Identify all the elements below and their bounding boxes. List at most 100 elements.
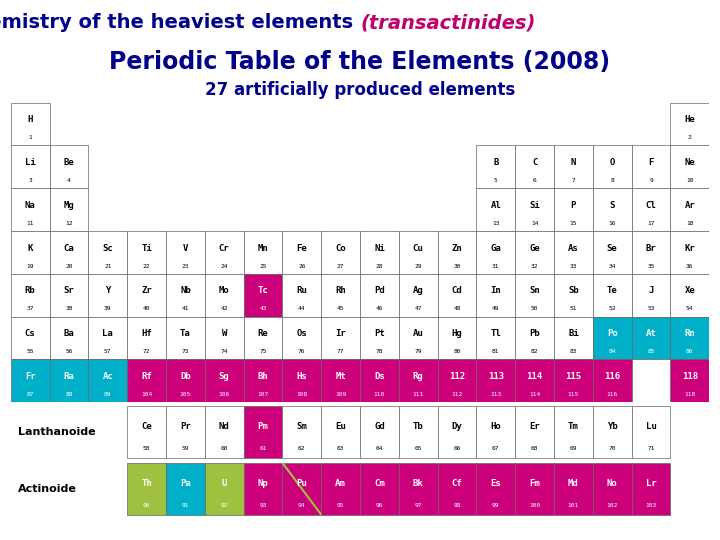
Text: 97: 97: [415, 503, 422, 508]
Text: Ho: Ho: [490, 422, 501, 431]
Text: Cr: Cr: [219, 244, 230, 253]
Text: 72: 72: [143, 349, 150, 354]
Bar: [554, 145, 593, 188]
Bar: [477, 231, 516, 274]
Bar: [554, 360, 593, 402]
Text: Sr: Sr: [63, 287, 74, 295]
Text: Ra: Ra: [63, 372, 74, 381]
Text: Ba: Ba: [63, 329, 74, 338]
Text: 89: 89: [104, 392, 112, 397]
Text: 23: 23: [181, 264, 189, 269]
Text: 7: 7: [572, 178, 575, 183]
Text: 41: 41: [181, 307, 189, 312]
Text: 5: 5: [494, 178, 498, 183]
Text: Ne: Ne: [685, 158, 696, 167]
Bar: [438, 360, 477, 402]
Bar: [89, 360, 127, 402]
Bar: [282, 463, 321, 515]
Bar: [50, 145, 89, 188]
Bar: [631, 274, 670, 316]
Text: 63: 63: [337, 446, 344, 451]
Bar: [50, 316, 89, 360]
Text: Eu: Eu: [336, 422, 346, 431]
Bar: [89, 274, 127, 316]
Bar: [282, 231, 321, 274]
Text: Be: Be: [63, 158, 74, 167]
Bar: [360, 463, 399, 515]
Text: 33: 33: [570, 264, 577, 269]
Text: 39: 39: [104, 307, 112, 312]
Text: Ru: Ru: [297, 287, 307, 295]
Bar: [50, 188, 89, 231]
Bar: [438, 406, 477, 458]
Bar: [89, 316, 127, 360]
Text: 101: 101: [568, 503, 579, 508]
Text: 4: 4: [67, 178, 71, 183]
Text: N: N: [571, 158, 576, 167]
Bar: [670, 103, 709, 145]
Bar: [11, 188, 50, 231]
Text: 46: 46: [376, 307, 383, 312]
Text: Mg: Mg: [63, 201, 74, 210]
Bar: [399, 231, 438, 274]
Text: 88: 88: [66, 392, 73, 397]
Text: Cf: Cf: [451, 479, 462, 488]
Text: 10: 10: [686, 178, 693, 183]
Text: Ce: Ce: [141, 422, 152, 431]
Bar: [399, 316, 438, 360]
Text: Co: Co: [336, 244, 346, 253]
Bar: [282, 316, 321, 360]
Text: 30: 30: [454, 264, 461, 269]
Text: Bh: Bh: [258, 372, 269, 381]
Text: 100: 100: [529, 503, 540, 508]
Text: 81: 81: [492, 349, 500, 354]
Text: S: S: [610, 201, 615, 210]
Text: 16: 16: [608, 221, 616, 226]
Text: 52: 52: [608, 307, 616, 312]
Text: 114: 114: [526, 372, 543, 381]
Text: K: K: [27, 244, 33, 253]
Bar: [11, 231, 50, 274]
Text: Bi: Bi: [568, 329, 579, 338]
Text: Nd: Nd: [219, 422, 230, 431]
Text: 105: 105: [180, 392, 191, 397]
Text: 3: 3: [28, 178, 32, 183]
Text: Es: Es: [490, 479, 501, 488]
Text: Br: Br: [646, 244, 657, 253]
Bar: [166, 274, 204, 316]
Text: Rf: Rf: [141, 372, 152, 381]
Bar: [282, 406, 321, 458]
Bar: [243, 463, 282, 515]
Text: 113: 113: [490, 392, 501, 397]
Text: Ar: Ar: [685, 201, 696, 210]
Text: Rh: Rh: [336, 287, 346, 295]
Text: F: F: [648, 158, 654, 167]
Text: Ag: Ag: [413, 287, 423, 295]
Bar: [670, 188, 709, 231]
Text: 113: 113: [487, 372, 504, 381]
Bar: [127, 231, 166, 274]
Bar: [11, 360, 50, 402]
Text: He: He: [685, 115, 696, 124]
Text: Lanthanoide: Lanthanoide: [18, 427, 96, 437]
Text: 64: 64: [376, 446, 383, 451]
Text: (transactinides): (transactinides): [360, 14, 536, 32]
Text: Na: Na: [24, 201, 35, 210]
Text: Sc: Sc: [102, 244, 113, 253]
Bar: [477, 360, 516, 402]
Bar: [243, 406, 282, 458]
Bar: [477, 188, 516, 231]
Text: 42: 42: [220, 307, 228, 312]
Text: 18: 18: [686, 221, 693, 226]
Text: 40: 40: [143, 307, 150, 312]
Text: 112: 112: [451, 392, 463, 397]
Bar: [360, 360, 399, 402]
Text: 50: 50: [531, 307, 539, 312]
Text: Am: Am: [336, 479, 346, 488]
Text: As: As: [568, 244, 579, 253]
Bar: [438, 463, 477, 515]
Bar: [127, 406, 166, 458]
Bar: [321, 316, 360, 360]
Bar: [50, 231, 89, 274]
Bar: [243, 231, 282, 274]
